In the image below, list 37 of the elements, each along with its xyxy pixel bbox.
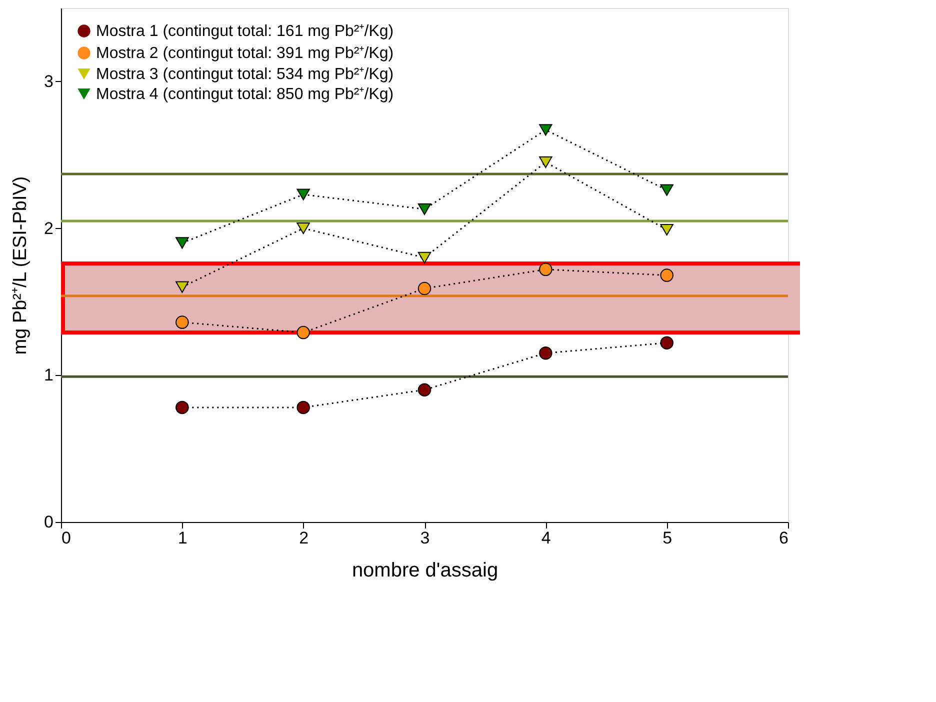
point — [176, 400, 189, 414]
point — [418, 203, 432, 215]
point — [539, 262, 552, 276]
y-tick-label: 2 — [44, 218, 54, 238]
legend-label: Mostra 4 (contingut total: 850 mg Pb²⁺/Kg) — [96, 86, 394, 103]
point — [176, 237, 189, 249]
legend-label: Mostra 3 (contingut total: 534 mg Pb²⁺/Kg) — [96, 66, 394, 83]
y-axis-title: mg Pb²⁺/L (ESI-PbIV) — [10, 176, 32, 355]
legend-label: Mostra 1 (contingut total: 161 mg Pb²⁺/Kg) — [96, 23, 394, 40]
point — [296, 188, 310, 200]
x-tick-label: 6 — [779, 528, 788, 548]
y-tick-label: 1 — [44, 366, 54, 385]
point — [176, 316, 189, 329]
point — [296, 400, 310, 414]
legend-label: Mostra 2 (contingut total: 391 mg Pb²⁺/Kg) — [96, 45, 394, 62]
x-tick-label: 2 — [299, 528, 309, 548]
point — [296, 222, 310, 234]
point — [418, 383, 432, 396]
point — [418, 282, 432, 296]
x-tick-label: 4 — [541, 528, 551, 548]
point — [539, 156, 552, 168]
y-tick-label: 3 — [44, 72, 54, 91]
x-tick-label: 5 — [662, 528, 672, 548]
y-tick-label: 0 — [44, 512, 54, 532]
x-tick-label: 1 — [178, 528, 188, 548]
point — [660, 336, 674, 350]
point — [660, 184, 674, 196]
point — [418, 252, 432, 264]
point — [176, 281, 189, 293]
point — [296, 326, 310, 340]
point — [660, 224, 674, 236]
point — [539, 346, 552, 360]
point — [539, 124, 552, 136]
point — [660, 268, 674, 282]
x-axis-title: nombre d'assaig — [352, 560, 498, 582]
x-tick-label: 0 — [62, 528, 71, 548]
x-tick-label: 3 — [420, 528, 430, 548]
